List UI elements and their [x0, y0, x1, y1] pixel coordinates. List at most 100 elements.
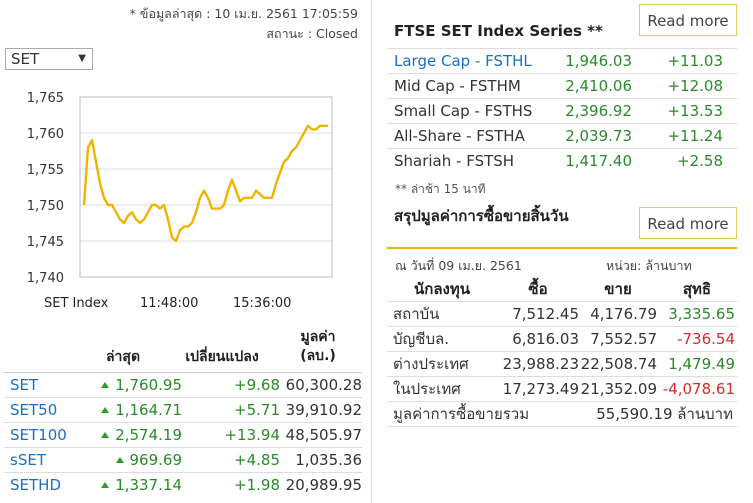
up-arrow-icon [101, 482, 110, 488]
ftse-index-name[interactable]: Mid Cap - FSTHM [387, 73, 552, 99]
last-cell: 1,760.95 [78, 372, 182, 398]
total-value: 55,590.19 ล้านบาท [579, 401, 737, 427]
ftse-title: FTSE SET Index Series ** [394, 22, 603, 40]
ftse-index-value: 1,417.40 [552, 148, 632, 173]
x-tick-label: 11:48:00 [140, 296, 198, 311]
change-value: +9.68 [182, 372, 280, 398]
last-value: 1,164.71 [115, 401, 182, 419]
net-value: -4,078.61 [657, 376, 737, 402]
total-label: มูลค่าการซื้อขายรวม [387, 401, 579, 427]
trade-value: 60,300.28 [280, 372, 362, 398]
investor-row: สถาบัน 7,512.45 4,176.79 3,335.65 [387, 301, 737, 327]
up-arrow-icon [115, 457, 124, 463]
ftse-index-change: +12.08 [632, 73, 737, 99]
index-link[interactable]: SET [4, 372, 78, 398]
last-cell: 1,337.14 [78, 472, 182, 497]
investor-trading-table: นักลงทุน ซื้อ ขาย สุทธิ สถาบัน 7,512.45 4,… [387, 277, 737, 427]
ftse-index-value: 1,946.03 [552, 48, 632, 74]
index-row[interactable]: SETHD 1,337.14 +1.98 20,989.95 [4, 472, 362, 497]
ftse-row[interactable]: All-Share - FSTHA 2,039.73 +11.24 [387, 123, 737, 149]
ftse-read-more-button[interactable]: Read more [639, 4, 737, 36]
investor-row: ในประเทศ 17,273.49 21,352.09 -4,078.61 [387, 376, 737, 402]
buy-value: 6,816.03 [497, 326, 579, 352]
ftse-table: Large Cap - FSTHL 1,946.03 +11.03 Mid Cap -… [387, 48, 737, 173]
plot-area [79, 96, 333, 278]
ftse-index-change: +11.24 [632, 123, 737, 149]
ftse-index-name[interactable]: Shariah - FSTSH [387, 148, 552, 173]
y-tick-label: 1,760 [27, 127, 64, 142]
index-row[interactable]: sSET 969.69 +4.85 1,035.36 [4, 447, 362, 473]
x-tick-label: 15:36:00 [233, 296, 291, 311]
index-row[interactable]: SET 1,760.95 +9.68 60,300.28 [4, 372, 362, 398]
investor-type: สถาบัน [387, 301, 497, 327]
col-last: ล่าสุด [105, 349, 141, 365]
update-info: * ข้อมูลล่าสุด : 10 เม.ย. 2561 17:05:59 … [130, 4, 358, 44]
y-tick-label: 1,750 [27, 199, 64, 214]
change-value: +4.85 [182, 447, 280, 473]
up-arrow-icon [101, 382, 110, 388]
ftse-index-name[interactable]: Large Cap - FSTHL [387, 48, 552, 74]
y-tick-label: 1,755 [27, 163, 64, 178]
col-change: เปลี่ยนแปลง [185, 349, 259, 365]
col-buy: ซื้อ [528, 280, 548, 298]
section-underline [387, 247, 737, 249]
column-divider [371, 0, 372, 503]
up-arrow-icon [101, 432, 110, 438]
last-cell: 1,164.71 [78, 397, 182, 423]
investor-type: ในประเทศ [387, 376, 497, 402]
trading-unit: หน่วย: ล้านบาท [606, 258, 692, 273]
ftse-index-value: 2,410.06 [552, 73, 632, 99]
buy-value: 17,273.49 [497, 376, 579, 402]
col-net: สุทธิ [682, 280, 712, 298]
summary-header: ล่าสุด เปลี่ยนแปลง มูลค่า (ลบ.) [0, 326, 370, 368]
col-investor: นักลงทุน [414, 280, 470, 298]
index-summary-table: SET 1,760.95 +9.68 60,300.28 SET50 1,164.71 +5… [4, 372, 362, 497]
y-tick-label: 1,745 [27, 235, 64, 250]
ftse-row[interactable]: Mid Cap - FSTHM 2,410.06 +12.08 [387, 73, 737, 99]
y-tick-label: 1,740 [27, 271, 64, 286]
col-sell: ขาย [604, 280, 632, 298]
trading-date: ณ วันที่ 09 เม.ย. 2561 [395, 258, 522, 273]
market-status: สถานะ : Closed [266, 26, 358, 41]
index-select[interactable]: SET ▼ [5, 48, 93, 70]
last-value: 1,337.14 [115, 476, 182, 494]
buy-value: 7,512.45 [497, 301, 579, 327]
net-value: 3,335.65 [657, 301, 737, 327]
sell-value: 21,352.09 [579, 376, 657, 402]
sell-value: 7,552.57 [579, 326, 657, 352]
investor-type: ต่างประเทศ [387, 351, 497, 377]
trade-value: 20,989.95 [280, 472, 362, 497]
last-value: 969.69 [129, 451, 183, 469]
index-link[interactable]: SET50 [4, 397, 78, 423]
buy-value: 23,988.23 [497, 351, 579, 377]
y-tick-labels: 1,765 1,760 1,755 1,750 1,745 1,740 [27, 91, 64, 286]
ftse-index-name[interactable]: All-Share - FSTHA [387, 123, 552, 149]
index-row[interactable]: SET50 1,164.71 +5.71 39,910.92 [4, 397, 362, 423]
change-value: +1.98 [182, 472, 280, 497]
set-index-chart: 1,765 1,760 1,755 1,750 1,745 1,740 SET Index… [27, 91, 333, 311]
trade-value: 48,505.97 [280, 422, 362, 448]
delay-note: ** ล่าช้า 15 นาที [395, 182, 486, 196]
sell-value: 4,176.79 [579, 301, 657, 327]
series-label: SET Index [44, 296, 109, 311]
net-value: 1,479.49 [657, 351, 737, 377]
last-cell: 2,574.19 [78, 422, 182, 448]
index-row[interactable]: SET100 2,574.19 +13.94 48,505.97 [4, 422, 362, 448]
change-value: +13.94 [182, 422, 280, 448]
last-value: 2,574.19 [115, 426, 182, 444]
investor-type: บัญชีบล. [387, 326, 497, 352]
trading-read-more-button[interactable]: Read more [639, 207, 737, 239]
index-link[interactable]: SET100 [4, 422, 78, 448]
investor-row: บัญชีบล. 6,816.03 7,552.57 -736.54 [387, 326, 737, 352]
ftse-row[interactable]: Large Cap - FSTHL 1,946.03 +11.03 [387, 48, 737, 74]
ftse-row[interactable]: Shariah - FSTSH 1,417.40 +2.58 [387, 148, 737, 173]
index-select-value: SET [11, 50, 40, 68]
ftse-index-name[interactable]: Small Cap - FSTHS [387, 98, 552, 124]
trading-summary-title: สรุปมูลค่าการซื้อขายสิ้นวัน [394, 207, 569, 225]
sell-value: 22,508.74 [579, 351, 657, 377]
index-link[interactable]: SETHD [4, 472, 78, 497]
ftse-row[interactable]: Small Cap - FSTHS 2,396.92 +13.53 [387, 98, 737, 124]
index-link[interactable]: sSET [4, 447, 78, 473]
last-cell: 969.69 [78, 447, 183, 473]
total-row: มูลค่าการซื้อขายรวม 55,590.19 ล้านบาท [387, 401, 737, 427]
